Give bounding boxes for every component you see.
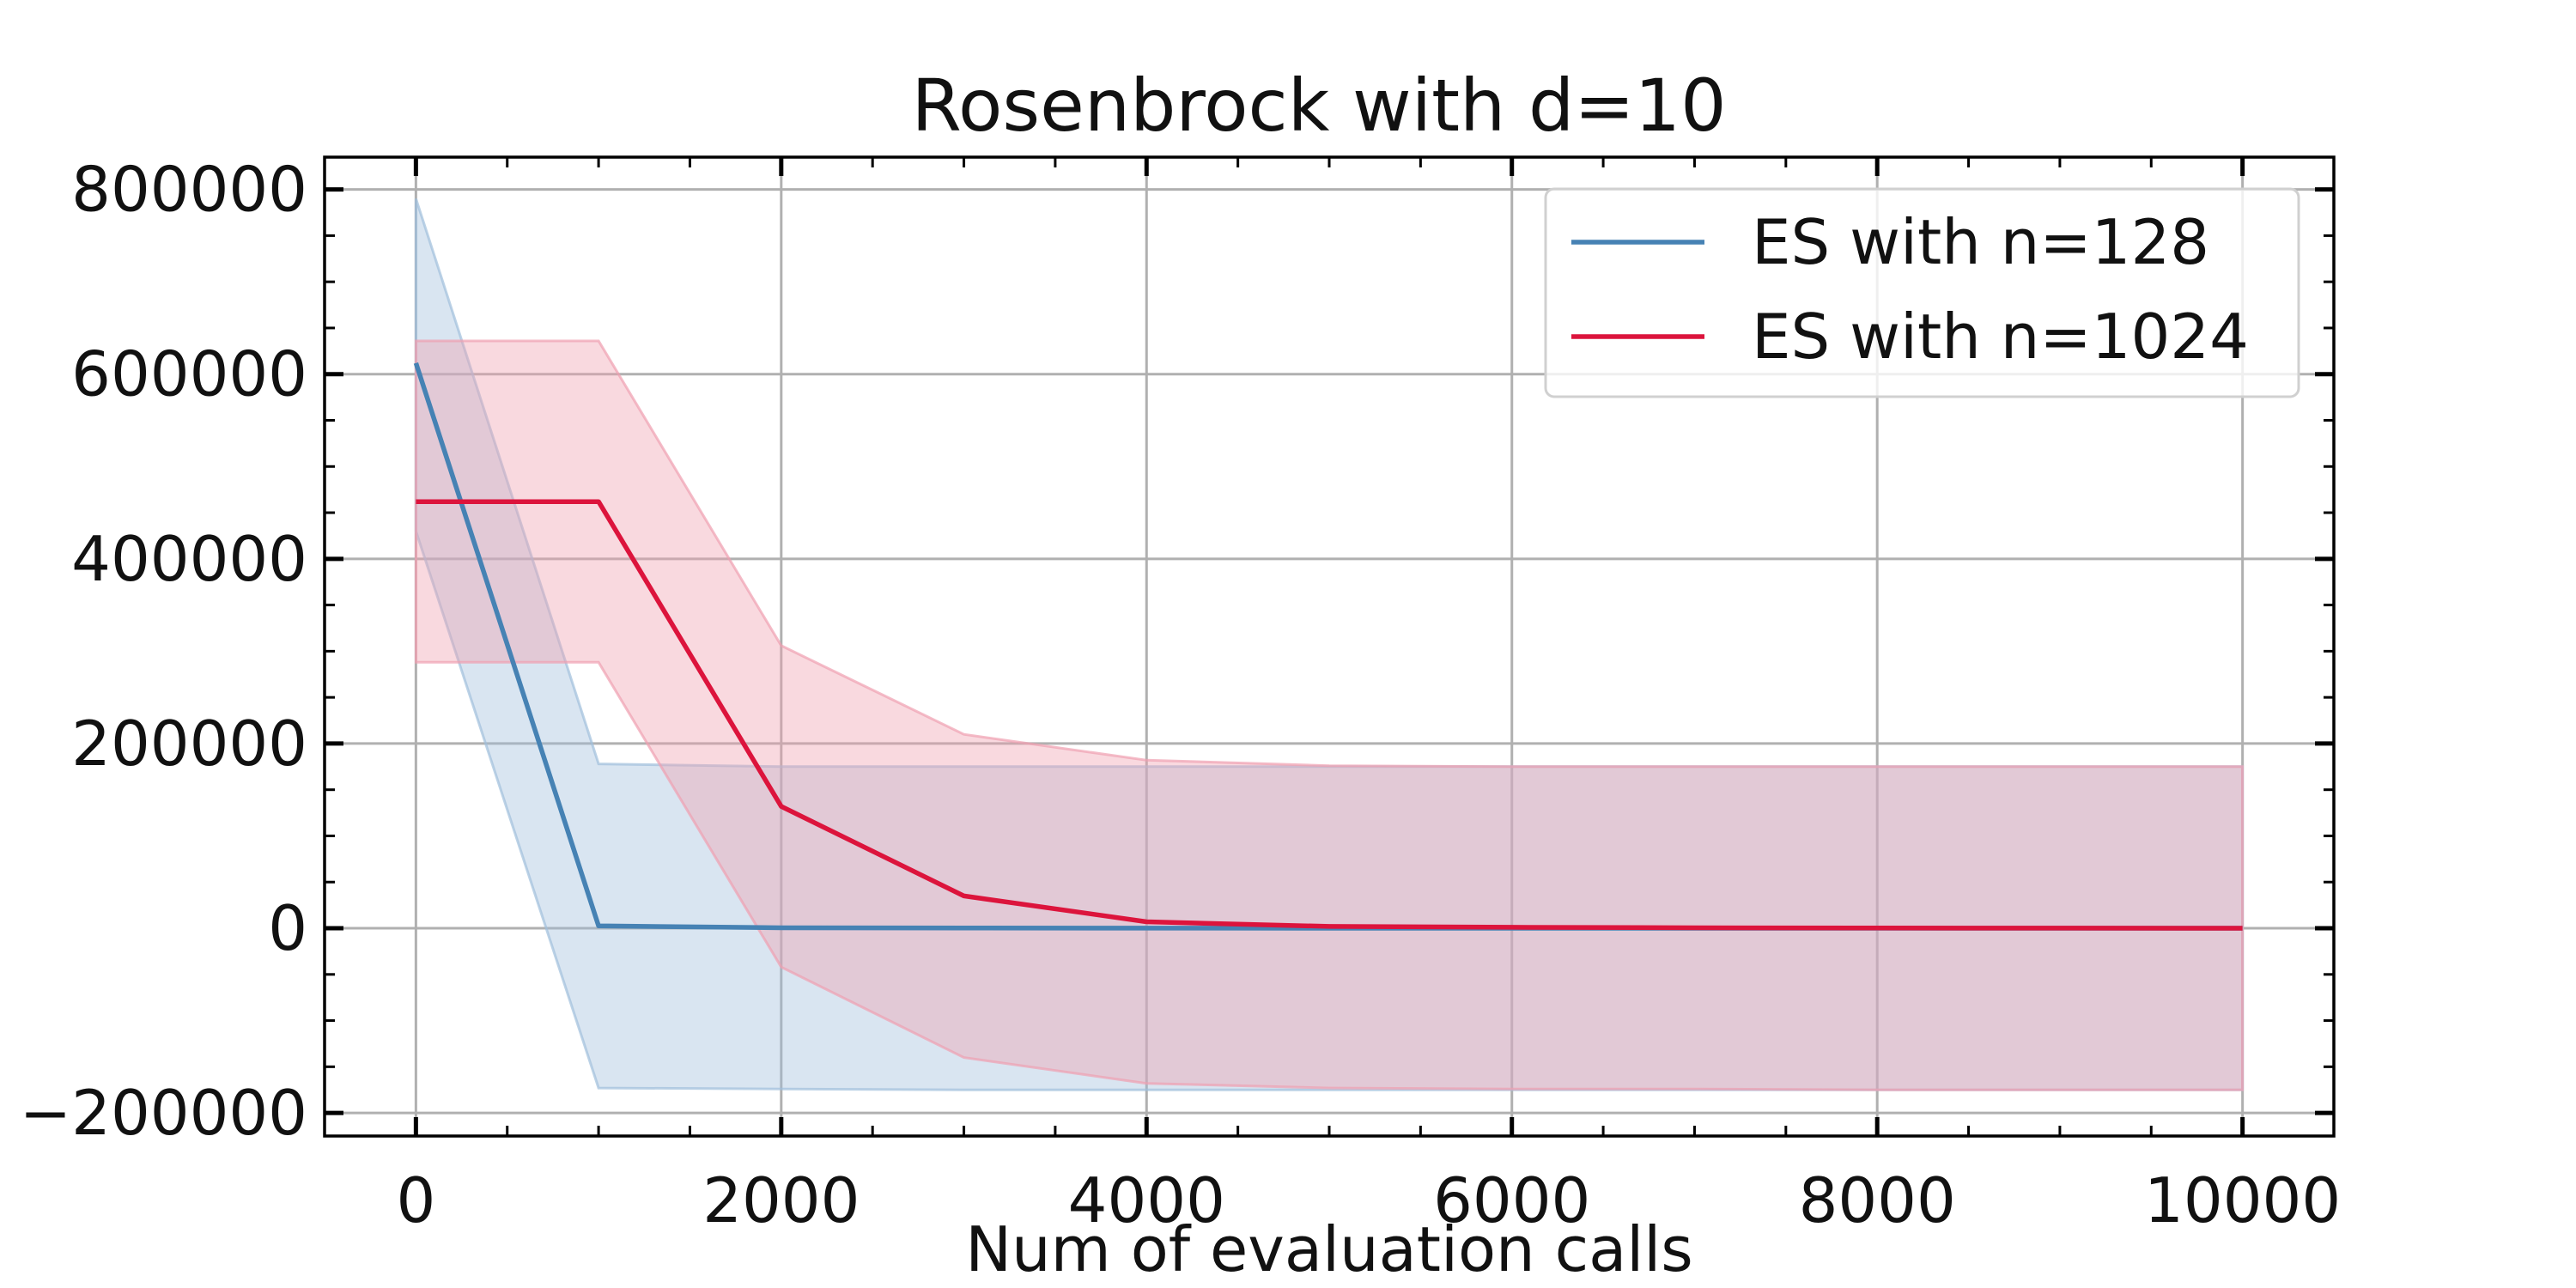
x-tick-label: 0 [396, 1164, 435, 1236]
y-tick-label: 400000 [71, 523, 307, 595]
x-tick-label: 8000 [1799, 1164, 1956, 1236]
y-tick-label: 800000 [71, 154, 307, 226]
y-tick-label: 600000 [71, 338, 307, 410]
y-tick-labels: −200000 0 200000 400000 600000 800000 [20, 154, 307, 1149]
band-series-2 [414, 339, 2245, 1091]
legend-box [1544, 187, 2300, 398]
series-lines [413, 361, 2243, 931]
y-tick-label: 0 [268, 892, 307, 964]
x-tick-labels: 0 2000 4000 6000 8000 10000 [396, 1164, 2341, 1236]
x-axis-label: Num of evaluation calls [965, 1213, 1693, 1285]
legend-label-2: ES with n=1024 [1752, 301, 2249, 373]
chart-title: Rosenbrock with d=10 [911, 64, 1726, 148]
x-tick-label: 2000 [702, 1164, 860, 1236]
y-tick-label: −200000 [20, 1077, 307, 1149]
legend: ES with n=128 ES with n=1024 [1544, 187, 2300, 398]
confidence-bands [414, 197, 2245, 1091]
legend-label-1: ES with n=128 [1752, 206, 2209, 278]
x-tick-label: 4000 [1068, 1164, 1225, 1236]
x-tick-label: 10000 [2144, 1164, 2341, 1236]
x-tick-label: 6000 [1433, 1164, 1590, 1236]
axis-ticks [325, 157, 2334, 1136]
y-tick-label: 200000 [71, 708, 307, 780]
line-series-2 [416, 499, 2243, 931]
